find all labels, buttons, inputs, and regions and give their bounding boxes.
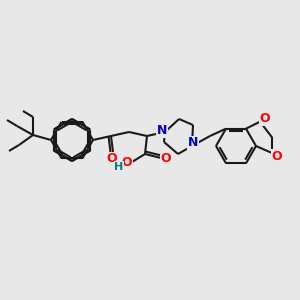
Text: O: O [107, 152, 117, 166]
Text: O: O [272, 149, 282, 163]
Text: H: H [114, 162, 124, 172]
Text: N: N [157, 124, 167, 137]
Text: O: O [260, 112, 270, 125]
Text: O: O [161, 152, 171, 166]
Text: N: N [188, 136, 198, 149]
Text: O: O [122, 157, 132, 169]
